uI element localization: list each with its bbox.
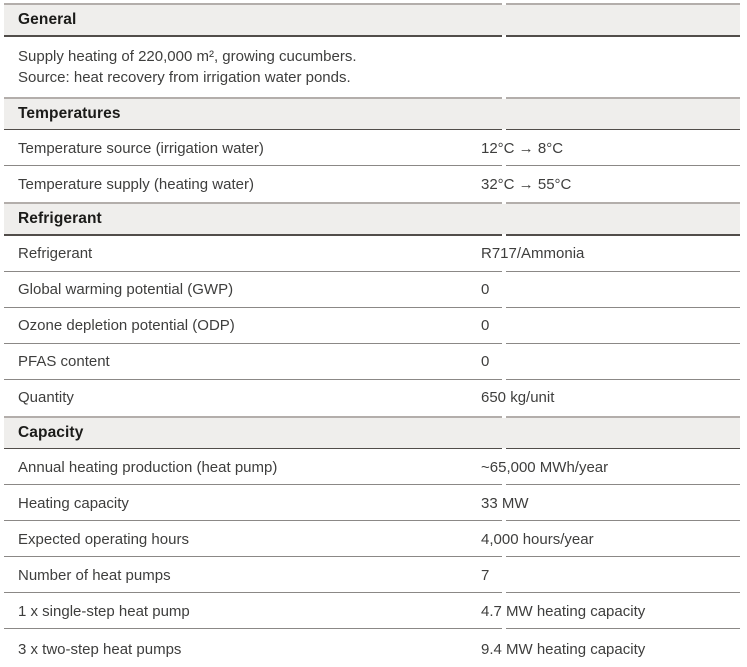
- section-header-general: General: [4, 5, 740, 35]
- section-title: General: [18, 11, 77, 28]
- table-row: Number of heat pumps 7: [4, 557, 740, 593]
- row-value: 12°C → 8°C: [481, 139, 564, 157]
- row-label: Ozone depletion potential (ODP): [18, 317, 235, 334]
- section-temperatures: Temperatures Temperature source (irrigat…: [4, 96, 740, 203]
- table-row: Refrigerant R717/Ammonia: [4, 236, 740, 272]
- section-top-divider: [4, 96, 740, 99]
- section-top-divider: [4, 415, 740, 418]
- row-value: ~65,000 MWh/year: [481, 458, 609, 476]
- section-header-divider: [4, 447, 740, 449]
- section-title: Temperatures: [18, 104, 121, 122]
- section-header-capacity: Capacity: [4, 417, 740, 448]
- row-label: Heating capacity: [18, 494, 129, 512]
- section-top-divider: [4, 202, 740, 204]
- row-label: Quantity: [18, 389, 74, 406]
- row-value: 0: [481, 353, 490, 370]
- row-label: PFAS content: [18, 353, 110, 370]
- row-label: 3 x two-step heat pumps: [18, 640, 182, 658]
- table-row: Heating capacity 33 MW: [4, 485, 740, 521]
- row-value: 4.7 MW heating capacity: [481, 602, 646, 620]
- table-row: Ozone depletion potential (ODP) 0: [4, 308, 740, 344]
- section-general: General Supply heating of 220,000 m², gr…: [4, 3, 740, 97]
- table-row: Global warming potential (GWP) 0: [4, 272, 740, 308]
- row-label: Number of heat pumps: [18, 566, 171, 584]
- table-row: Annual heating production (heat pump) ~6…: [4, 449, 740, 485]
- row-value: 9.4 MW heating capacity: [481, 640, 646, 658]
- section-title: Refrigerant: [18, 210, 102, 227]
- section-title: Capacity: [18, 423, 84, 441]
- row-label: 1 x single-step heat pump: [18, 602, 190, 620]
- row-label: Expected operating hours: [18, 530, 189, 548]
- row-label: Annual heating production (heat pump): [18, 458, 278, 476]
- row-label: Refrigerant: [18, 245, 93, 262]
- section-header-divider: [4, 234, 740, 236]
- section-refrigerant: Refrigerant Refrigerant R717/Ammonia Glo…: [4, 202, 740, 416]
- row-value: 32°C → 55°C: [481, 175, 572, 193]
- row-label: Global warming potential (GWP): [18, 281, 234, 298]
- row-value: 4,000 hours/year: [481, 530, 594, 548]
- row-value: 0: [481, 317, 490, 334]
- spec-table: General Supply heating of 220,000 m², gr…: [4, 3, 740, 667]
- table-row: Expected operating hours 4,000 hours/yea…: [4, 521, 740, 557]
- table-row: PFAS content 0: [4, 344, 740, 380]
- section-top-divider: [4, 3, 740, 5]
- general-note: Supply heating of 220,000 m², growing cu…: [4, 37, 740, 97]
- row-value: 33 MW: [481, 494, 529, 512]
- section-header-refrigerant: Refrigerant: [4, 204, 740, 234]
- table-row: 3 x two-step heat pumps 9.4 MW heating c…: [4, 629, 740, 667]
- section-header-divider: [4, 128, 740, 130]
- section-header-temperatures: Temperatures: [4, 98, 740, 129]
- table-row: Temperature source (irrigation water) 12…: [4, 130, 740, 166]
- table-row: 1 x single-step heat pump 4.7 MW heating…: [4, 593, 740, 629]
- row-value: 650 kg/unit: [481, 389, 555, 406]
- row-label: Temperature supply (heating water): [18, 175, 254, 193]
- general-note-line: Supply heating of 220,000 m², growing cu…: [18, 47, 357, 65]
- row-value: 0: [481, 281, 490, 298]
- row-value: R717/Ammonia: [481, 245, 585, 262]
- row-label: Temperature source (irrigation water): [18, 139, 264, 157]
- table-row: Temperature supply (heating water) 32°C …: [4, 166, 740, 202]
- row-value: 7: [481, 566, 490, 584]
- section-header-divider: [4, 35, 740, 37]
- section-capacity: Capacity Annual heating production (heat…: [4, 415, 740, 667]
- general-note-line: Source: heat recovery from irrigation wa…: [18, 69, 351, 86]
- table-row: Quantity 650 kg/unit: [4, 380, 740, 416]
